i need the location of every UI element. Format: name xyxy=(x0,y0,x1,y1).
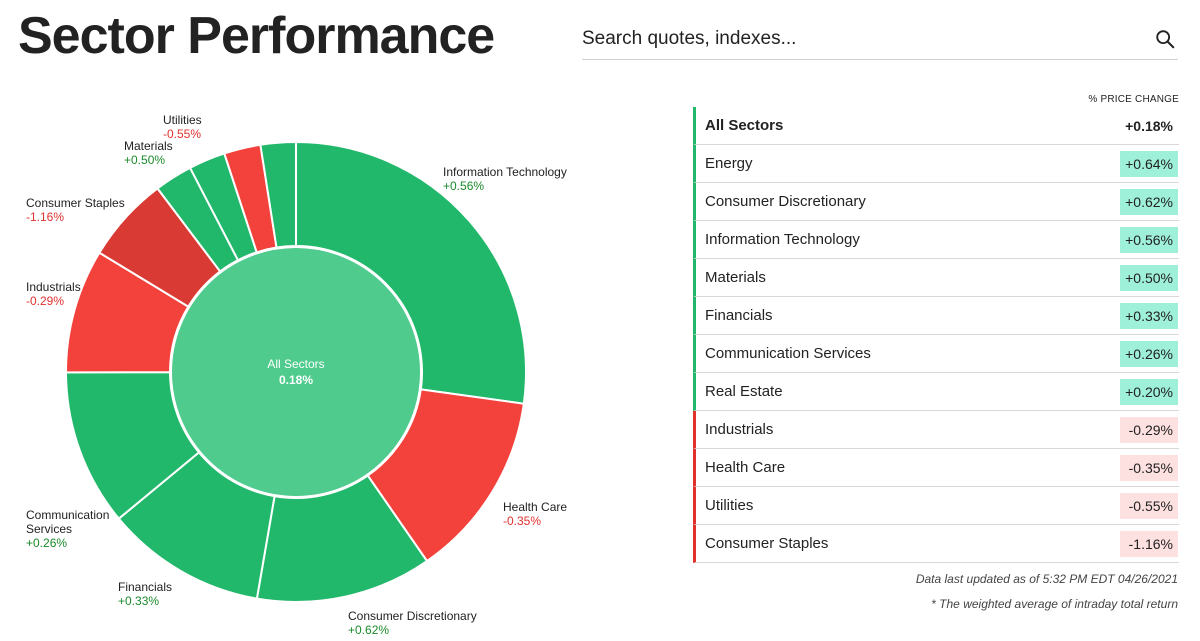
search-input[interactable] xyxy=(582,24,1122,54)
row-name: Consumer Staples xyxy=(705,535,829,552)
slice-label-name: Consumer Staples xyxy=(26,196,125,210)
row-name: Industrials xyxy=(705,421,774,438)
sector-donut-chart: Information Technology +0.56% Health Care -… xyxy=(0,80,660,641)
slice-label-name: Utilities xyxy=(163,113,202,127)
row-name: Materials xyxy=(705,269,766,286)
table-row[interactable]: Materials +0.50% xyxy=(693,259,1179,297)
row-name: Communication Services xyxy=(705,345,871,362)
center-label-value: 0.18% xyxy=(278,373,314,387)
slice-label-name: Industrials xyxy=(26,280,81,294)
row-value: +0.56% xyxy=(1120,227,1178,253)
table-row[interactable]: Consumer Staples -1.16% xyxy=(693,525,1179,563)
slice-label-health-care: Health Care -0.35% xyxy=(503,500,567,528)
row-value: +0.62% xyxy=(1120,189,1178,215)
row-value: +0.64% xyxy=(1120,151,1178,177)
table-row[interactable]: Communication Services +0.26% xyxy=(693,335,1179,373)
row-value: +0.26% xyxy=(1120,341,1178,367)
row-value: -0.29% xyxy=(1120,417,1178,443)
slice-label-information-technology: Information Technology +0.56% xyxy=(443,165,567,193)
row-value: -1.16% xyxy=(1120,531,1178,557)
table-row[interactable]: Financials +0.33% xyxy=(693,297,1179,335)
row-value: +0.18% xyxy=(1125,118,1173,134)
row-name: Utilities xyxy=(705,497,754,514)
slice-label-consumer-staples: Consumer Staples -1.16% xyxy=(26,196,125,224)
slice-label-communication-services: Communication Services +0.26% xyxy=(26,508,110,550)
table-row[interactable]: Health Care -0.35% xyxy=(693,449,1179,487)
slice-label-value: +0.50% xyxy=(124,153,166,167)
center-circle[interactable] xyxy=(170,246,422,498)
search-bar xyxy=(582,20,1178,60)
slice-label-value: -0.55% xyxy=(163,127,202,141)
row-name: All Sectors xyxy=(705,117,784,134)
last-updated-text: Data last updated as of 5:32 PM EDT 04/2… xyxy=(915,572,1178,586)
column-header-price-change: % PRICE CHANGE xyxy=(1088,94,1179,105)
slice-label-value: +0.26% xyxy=(26,536,68,550)
slice-label-industrials: Industrials -0.29% xyxy=(26,280,81,308)
center-label-name: All Sectors xyxy=(267,357,325,371)
slice-label-consumer-discretionary: Consumer Discretionary +0.62% xyxy=(348,609,477,637)
slice-label-name: Financials xyxy=(118,580,173,594)
table-row[interactable]: Information Technology +0.56% xyxy=(693,221,1179,259)
table-row[interactable]: Industrials -0.29% xyxy=(693,411,1179,449)
slice-label-utilities: Utilities -0.55% xyxy=(163,113,202,141)
slice-label-value: -0.35% xyxy=(503,514,542,528)
slice-label-financials: Financials +0.33% xyxy=(118,580,172,608)
table-row[interactable]: Consumer Discretionary +0.62% xyxy=(693,183,1179,221)
row-value: -0.55% xyxy=(1120,493,1178,519)
row-value: +0.50% xyxy=(1120,265,1178,291)
table-row-all-sectors[interactable]: All Sectors +0.18% xyxy=(693,107,1179,145)
row-value: +0.20% xyxy=(1120,379,1178,405)
slice-label-value: -0.29% xyxy=(26,294,65,308)
table-row[interactable]: Real Estate +0.20% xyxy=(693,373,1179,411)
slice-label-value: +0.62% xyxy=(348,623,390,637)
row-value: -0.35% xyxy=(1120,455,1178,481)
slice-label-value: -1.16% xyxy=(26,210,65,224)
row-value: +0.33% xyxy=(1120,303,1178,329)
slice-label-name: Information Technology xyxy=(443,165,567,179)
row-name: Information Technology xyxy=(705,231,860,248)
slice-label-name: Health Care xyxy=(503,500,568,514)
slice-label-materials: Materials +0.50% xyxy=(124,139,173,167)
row-name: Energy xyxy=(705,155,753,172)
center-label[interactable]: All Sectors 0.18% xyxy=(236,356,356,388)
search-icon[interactable] xyxy=(1154,28,1176,50)
page-title: Sector Performance xyxy=(18,7,495,65)
slice-label-name: Consumer Discretionary xyxy=(348,609,477,623)
slice-label-name: Materials xyxy=(124,139,173,153)
table-row[interactable]: Energy +0.64% xyxy=(693,145,1179,183)
slice-label-value: +0.33% xyxy=(118,594,160,608)
donut-svg xyxy=(64,140,527,603)
row-name: Health Care xyxy=(705,459,786,476)
row-name: Consumer Discretionary xyxy=(705,193,866,210)
row-name: Financials xyxy=(705,307,773,324)
slice-label-value: +0.56% xyxy=(443,179,485,193)
sector-table: % PRICE CHANGE All Sectors +0.18% Energy… xyxy=(693,92,1179,563)
table-row[interactable]: Utilities -0.55% xyxy=(693,487,1179,525)
footnote-text: * The weighted average of intraday total… xyxy=(931,597,1178,611)
row-name: Real Estate xyxy=(705,383,783,400)
